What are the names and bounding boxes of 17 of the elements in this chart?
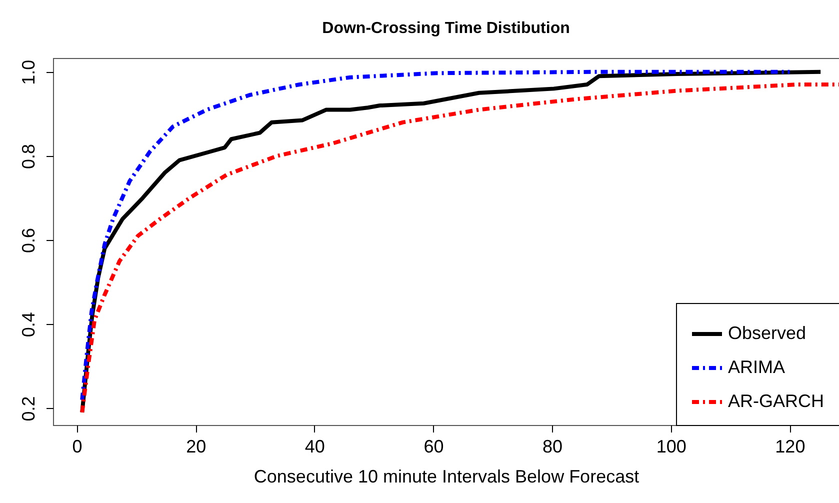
x-tick-label: 100 bbox=[656, 436, 686, 456]
y-tick-label: 1.0 bbox=[18, 60, 38, 85]
y-tick-label: 0.4 bbox=[18, 312, 38, 338]
x-axis-title: Consecutive 10 minute Intervals Below Forecast bbox=[254, 466, 640, 486]
x-tick-label: 0 bbox=[72, 436, 82, 456]
chart-title: Down-Crossing Time Distibution bbox=[322, 20, 570, 37]
x-tick-label: 40 bbox=[304, 436, 325, 456]
y-tick-label: 0.2 bbox=[18, 396, 38, 422]
legend-label: Observed bbox=[728, 323, 806, 343]
legend-label: AR-GARCH bbox=[728, 391, 824, 411]
x-tick-label: 80 bbox=[542, 436, 563, 456]
x-tick-label: 120 bbox=[775, 436, 806, 456]
legend-label: ARIMA bbox=[728, 357, 786, 377]
y-tick-label: 0.6 bbox=[18, 228, 38, 254]
y-tick-label: 0.8 bbox=[18, 144, 38, 169]
x-tick-label: 60 bbox=[424, 436, 444, 456]
x-tick-label: 20 bbox=[186, 436, 206, 456]
